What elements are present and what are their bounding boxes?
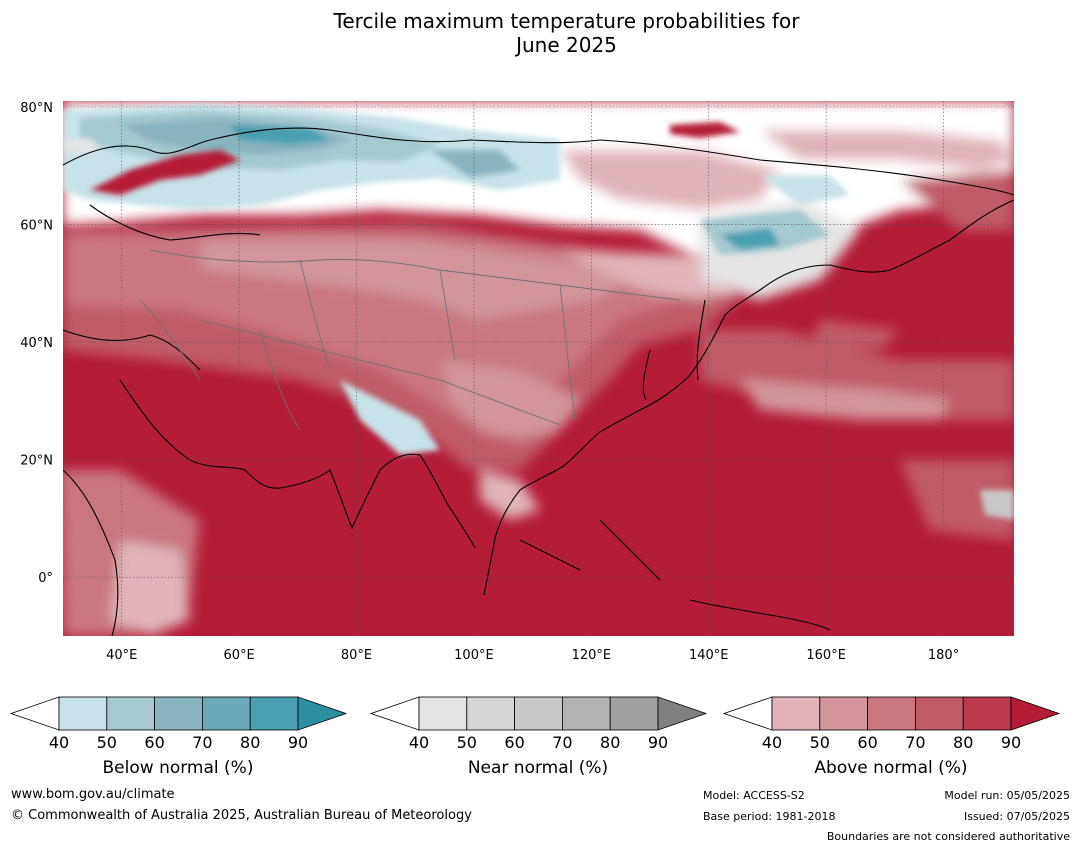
above-colorbar-bin bbox=[915, 696, 964, 731]
lat-label: 0° bbox=[38, 571, 53, 586]
lon-label: 80°E bbox=[341, 648, 372, 663]
below-colorbar-under-extension bbox=[9, 696, 60, 731]
below-colorbar: 40 50 60 70 80 90 bbox=[9, 696, 348, 752]
below-colorbar-bin bbox=[154, 696, 203, 731]
model-run-text: Model run: 05/05/2025 bbox=[944, 789, 1070, 802]
above-colorbar-bin bbox=[771, 696, 821, 731]
near-colorbar-tick: 60 bbox=[504, 733, 524, 752]
near-colorbar-bin bbox=[514, 696, 563, 731]
longitude-labels: 40°E 60°E 80°E 100°E 120°E 140°E 160°E 180° bbox=[106, 648, 959, 663]
below-colorbar-tick: 90 bbox=[288, 733, 308, 752]
below-colorbar-tick: 60 bbox=[144, 733, 164, 752]
below-colorbar-tick: 40 bbox=[49, 733, 69, 752]
lon-label: 100°E bbox=[454, 648, 494, 663]
lon-label: 180° bbox=[928, 648, 959, 663]
map-field bbox=[63, 101, 1014, 636]
lon-label: 40°E bbox=[106, 648, 137, 663]
lat-label: 20°N bbox=[20, 454, 53, 469]
probability-map: 80°N 60°N 40°N 20°N 0° 40°E 60°E 80°E 100°E 120°… bbox=[20, 101, 1014, 663]
graticule bbox=[63, 101, 1014, 636]
above-colorbar-tick: 60 bbox=[857, 733, 877, 752]
above-colorbar-tick: 70 bbox=[905, 733, 925, 752]
near-colorbar-tick: 90 bbox=[648, 733, 668, 752]
lon-label: 120°E bbox=[572, 648, 612, 663]
base-period-text: Base period: 1981-2018 bbox=[703, 810, 836, 823]
above-colorbar-bin bbox=[962, 696, 1012, 731]
near-colorbar-over-extension bbox=[657, 696, 708, 731]
coastlines bbox=[63, 127, 1014, 636]
lon-label: 140°E bbox=[689, 648, 729, 663]
above-colorbar-tick: 40 bbox=[762, 733, 782, 752]
near-colorbar-bin bbox=[609, 696, 659, 731]
near-colorbar: 40 50 60 70 80 90 bbox=[369, 696, 708, 752]
field-below-shading bbox=[63, 104, 850, 455]
near-normal-label: Near normal (%) bbox=[467, 758, 609, 778]
above-colorbar-bin bbox=[819, 696, 868, 731]
near-colorbar-bin bbox=[418, 696, 468, 731]
copyright-text: © Commonwealth of Australia 2025, Austra… bbox=[11, 808, 472, 823]
below-colorbar-tick: 50 bbox=[97, 733, 117, 752]
field-warm-patches bbox=[63, 122, 1014, 520]
lat-label: 80°N bbox=[20, 101, 53, 116]
issued-text: Issued: 07/05/2025 bbox=[963, 810, 1070, 823]
lat-label: 40°N bbox=[20, 336, 53, 351]
below-colorbar-bin bbox=[201, 696, 251, 731]
above-normal-label: Above normal (%) bbox=[814, 758, 968, 778]
below-colorbar-bin bbox=[249, 696, 299, 731]
below-colorbar-bin bbox=[106, 696, 156, 731]
below-colorbar-over-extension bbox=[297, 696, 348, 731]
below-colorbar-tick: 70 bbox=[192, 733, 212, 752]
below-colorbar-bin bbox=[58, 696, 108, 731]
near-colorbar-bin bbox=[562, 696, 611, 731]
above-colorbar: 40 50 60 70 80 90 bbox=[722, 696, 1061, 752]
title-line-1: Tercile maximum temperature probabilitie… bbox=[333, 9, 800, 33]
near-colorbar-tick: 80 bbox=[600, 733, 620, 752]
below-colorbar-tick: 80 bbox=[240, 733, 260, 752]
near-colorbar-tick: 40 bbox=[409, 733, 429, 752]
below-normal-label: Below normal (%) bbox=[102, 758, 254, 778]
latitude-labels: 80°N 60°N 40°N 20°N 0° bbox=[20, 101, 53, 586]
near-colorbar-tick: 50 bbox=[457, 733, 477, 752]
website-text: www.bom.gov.au/climate bbox=[11, 787, 175, 802]
map-title: Tercile maximum temperature probabilitie… bbox=[0, 9, 1081, 57]
model-text: Model: ACCESS-S2 bbox=[703, 789, 805, 802]
boundaries-note: Boundaries are not considered authoritat… bbox=[826, 830, 1070, 843]
country-borders bbox=[139, 249, 681, 431]
above-colorbar-tick: 90 bbox=[1001, 733, 1021, 752]
above-colorbar-tick: 50 bbox=[810, 733, 830, 752]
title-line-2: June 2025 bbox=[516, 33, 617, 57]
above-colorbar-tick: 80 bbox=[953, 733, 973, 752]
lat-label: 60°N bbox=[20, 218, 53, 233]
near-colorbar-bin bbox=[466, 696, 515, 731]
above-colorbar-over-extension bbox=[1010, 696, 1061, 731]
near-colorbar-tick: 70 bbox=[552, 733, 572, 752]
near-colorbar-under-extension bbox=[369, 696, 420, 731]
above-colorbar-under-extension bbox=[722, 696, 773, 731]
lon-label: 60°E bbox=[223, 648, 254, 663]
above-colorbar-bin bbox=[867, 696, 916, 731]
lon-label: 160°E bbox=[806, 648, 846, 663]
